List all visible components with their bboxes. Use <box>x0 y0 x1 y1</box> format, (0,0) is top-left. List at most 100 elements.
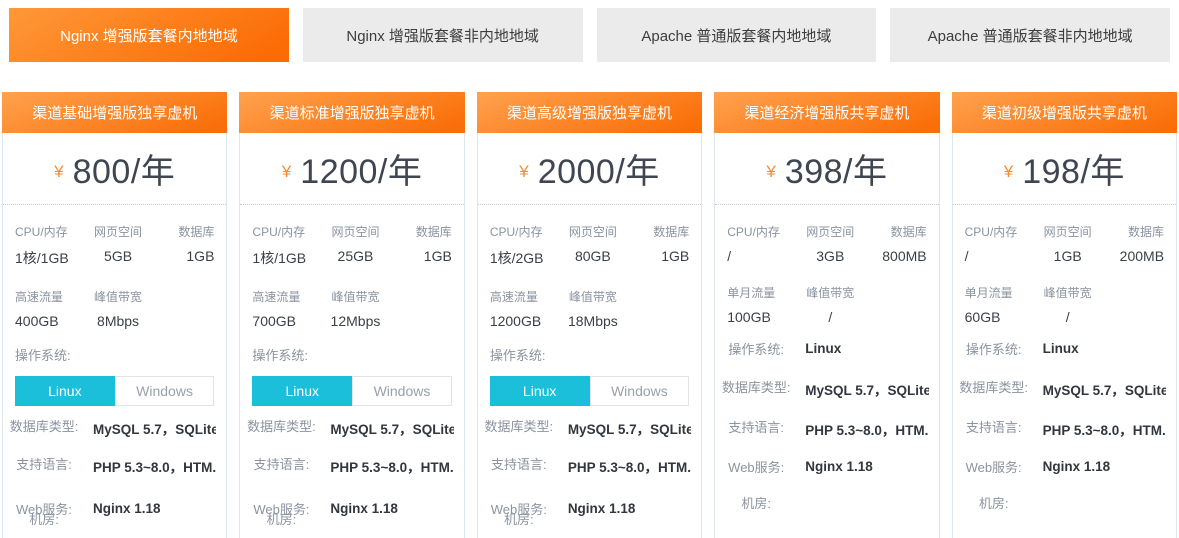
spec-label: 数据库 <box>653 225 690 239</box>
spec-value: 400GB <box>15 313 59 329</box>
detail-row-web-server: Web服务: Nginx 1.18 <box>721 459 928 477</box>
detail-label: 数据库类型: <box>247 419 316 434</box>
spec-value: 1GB <box>661 248 690 264</box>
os-option-linux[interactable]: Linux <box>489 376 590 406</box>
price-value: 800/年 <box>72 153 176 191</box>
detail-label: 支持语言: <box>728 419 785 435</box>
detail-row-web-server: Web服务: Nginx 1.18 <box>9 501 216 519</box>
detail-value: PHP 5.3~8.0，HTM... <box>567 460 692 475</box>
spec-database: 数据库 1GB <box>389 223 455 268</box>
detail-value: MySQL 5.7，SQLite <box>567 422 692 437</box>
detail-label: 机房: <box>29 511 59 527</box>
detail-label: 数据库类型: <box>721 379 791 395</box>
os-label: 操作系统: <box>15 348 71 363</box>
detail-label: Web服务: <box>728 459 785 475</box>
price-value: 198/年 <box>1022 153 1125 191</box>
os-option-windows[interactable]: Windows <box>352 376 452 406</box>
detail-row-database-type: 数据库类型: MySQL 5.7，SQLite <box>959 379 1166 399</box>
detail-label: 机房: <box>266 511 297 527</box>
detail-label: 机房: <box>741 496 772 512</box>
currency-symbol: ¥ <box>1003 161 1014 181</box>
detail-row-languages: 支持语言: PHP 5.3~8.0，HTM... <box>246 456 454 476</box>
plan-title: 渠道经济增强版共享虚机 <box>714 92 940 133</box>
tab-nginx-enhanced-non-mainland[interactable]: Nginx 增强版套餐非内地地域 <box>302 8 583 62</box>
detail-value: Nginx 1.18 <box>1042 458 1111 474</box>
tab-apache-standard-non-mainland[interactable]: Apache 普通版套餐非内地地域 <box>890 8 1170 62</box>
spec-value: 700GB <box>252 313 296 329</box>
spec-value: / <box>1065 309 1070 325</box>
tab-apache-standard-mainland[interactable]: Apache 普通版套餐内地地域 <box>596 8 877 62</box>
spec-traffic: 高速流量 1200GB <box>490 288 559 329</box>
price-value: 398/年 <box>784 153 888 191</box>
spec-label: 高速流量 <box>489 290 538 304</box>
detail-row-datacenter: 机房: <box>9 511 216 529</box>
detail-value: Nginx 1.18 <box>330 501 398 516</box>
spec-value: 200MB <box>1119 248 1165 264</box>
spec-label: 单月流量 <box>964 286 1013 300</box>
detail-label: Web服务: <box>490 502 547 517</box>
os-option-windows[interactable]: Windows <box>589 376 690 406</box>
spec-value: 1核/1GB <box>15 250 69 266</box>
currency-symbol: ¥ <box>54 161 64 181</box>
spec-grid: CPU/内存 1核/1GB 网页空间 5GB 数据库 1GB 高速流量 400GB 峰值… <box>3 205 226 329</box>
plan-title: 渠道基础增强版独享虚机 <box>2 92 228 133</box>
spec-bandwidth: 峰值带宽 18Mbps <box>559 288 627 329</box>
plan-price: ¥ 1200/年 <box>240 133 464 205</box>
spec-value: / <box>964 248 969 264</box>
detail-label: 机房: <box>978 496 1009 512</box>
spec-label: 峰值带宽 <box>568 290 617 304</box>
spec-label: 数据库 <box>890 225 927 239</box>
spec-value: 8Mbps <box>97 313 140 329</box>
detail-label: 支持语言: <box>253 457 310 472</box>
spec-label: 数据库 <box>415 225 452 239</box>
detail-row-languages: 支持语言: PHP 5.3~8.0，HTM... <box>959 419 1166 439</box>
plan-card-entry: 渠道初级增强版共享虚机 ¥ 198/年 CPU/内存 / 网页空间 1GB 数据库 2… <box>951 92 1178 538</box>
spec-label: 峰值带宽 <box>806 286 855 300</box>
spec-storage: 网页空间 25GB <box>322 223 390 268</box>
spec-cpu: CPU/内存 1核/1GB <box>252 223 321 268</box>
spec-value: 3GB <box>816 248 845 264</box>
spec-value: 1GB <box>1053 248 1082 264</box>
os-label: 操作系统: <box>489 348 546 363</box>
spec-database: 数据库 800MB <box>864 223 930 264</box>
spec-value: 1核/2GB <box>489 250 544 266</box>
detail-row-web-server: Web服务: Nginx 1.18 <box>484 501 691 519</box>
detail-label: 数据库类型: <box>484 419 554 434</box>
detail-value: Nginx 1.18 <box>805 458 873 474</box>
spec-label: 网页空间 <box>806 225 855 239</box>
tab-nginx-enhanced-mainland[interactable]: Nginx 增强版套餐内地地域 <box>9 8 289 62</box>
spec-value: 1GB <box>423 248 452 264</box>
os-option-windows[interactable]: Windows <box>114 376 215 406</box>
spec-cpu: CPU/内存 / <box>727 223 796 264</box>
detail-row-database-type: 数据库类型: MySQL 5.7，SQLite <box>246 418 454 438</box>
detail-value: Linux <box>1042 341 1079 356</box>
os-option-linux[interactable]: Linux <box>252 376 353 406</box>
spec-bandwidth: 峰值带宽 / <box>796 284 864 325</box>
spec-label: CPU/内存 <box>252 225 306 239</box>
spec-grid: CPU/内存 / 网页空间 3GB 数据库 800MB 单月流量 100GB 峰值带宽 / <box>715 205 938 325</box>
os-option-linux[interactable]: Linux <box>15 376 115 406</box>
detail-value: Nginx 1.18 <box>93 501 161 516</box>
detail-row-languages: 支持语言: PHP 5.3~8.0，HTM... <box>9 456 216 476</box>
spec-label: 网页空间 <box>331 225 380 239</box>
os-label: 操作系统: <box>252 348 309 363</box>
detail-label: Web服务: <box>253 502 310 517</box>
spec-bandwidth: 峰值带宽 12Mbps <box>322 288 390 329</box>
detail-label: 支持语言: <box>16 457 72 472</box>
os-toggle: Linux Windows <box>15 376 215 406</box>
detail-row-web-server: Web服务: Nginx 1.18 <box>959 459 1166 477</box>
spec-value: 1200GB <box>489 313 542 329</box>
spec-label: 网页空间 <box>568 225 617 239</box>
detail-label: 操作系统: <box>965 342 1022 357</box>
spec-label: 网页空间 <box>1043 225 1092 239</box>
detail-label: Web服务: <box>15 502 73 517</box>
plan-cards: 渠道基础增强版独享虚机 ¥ 800/年 CPU/内存 1核/1GB 网页空间 5GB… <box>0 92 1179 538</box>
plan-price: ¥ 800/年 <box>3 133 227 205</box>
spec-cpu: CPU/内存 1核/2GB <box>490 223 559 268</box>
spec-value: 80GB <box>574 248 611 264</box>
spec-label: 高速流量 <box>15 290 64 304</box>
detail-row-datacenter: 机房: <box>721 495 928 513</box>
detail-value: PHP 5.3~8.0，HTM... <box>805 422 929 438</box>
plan-title: 渠道初级增强版共享虚机 <box>951 92 1178 133</box>
plan-card-basic: 渠道基础增强版独享虚机 ¥ 800/年 CPU/内存 1核/1GB 网页空间 5GB… <box>2 92 228 538</box>
